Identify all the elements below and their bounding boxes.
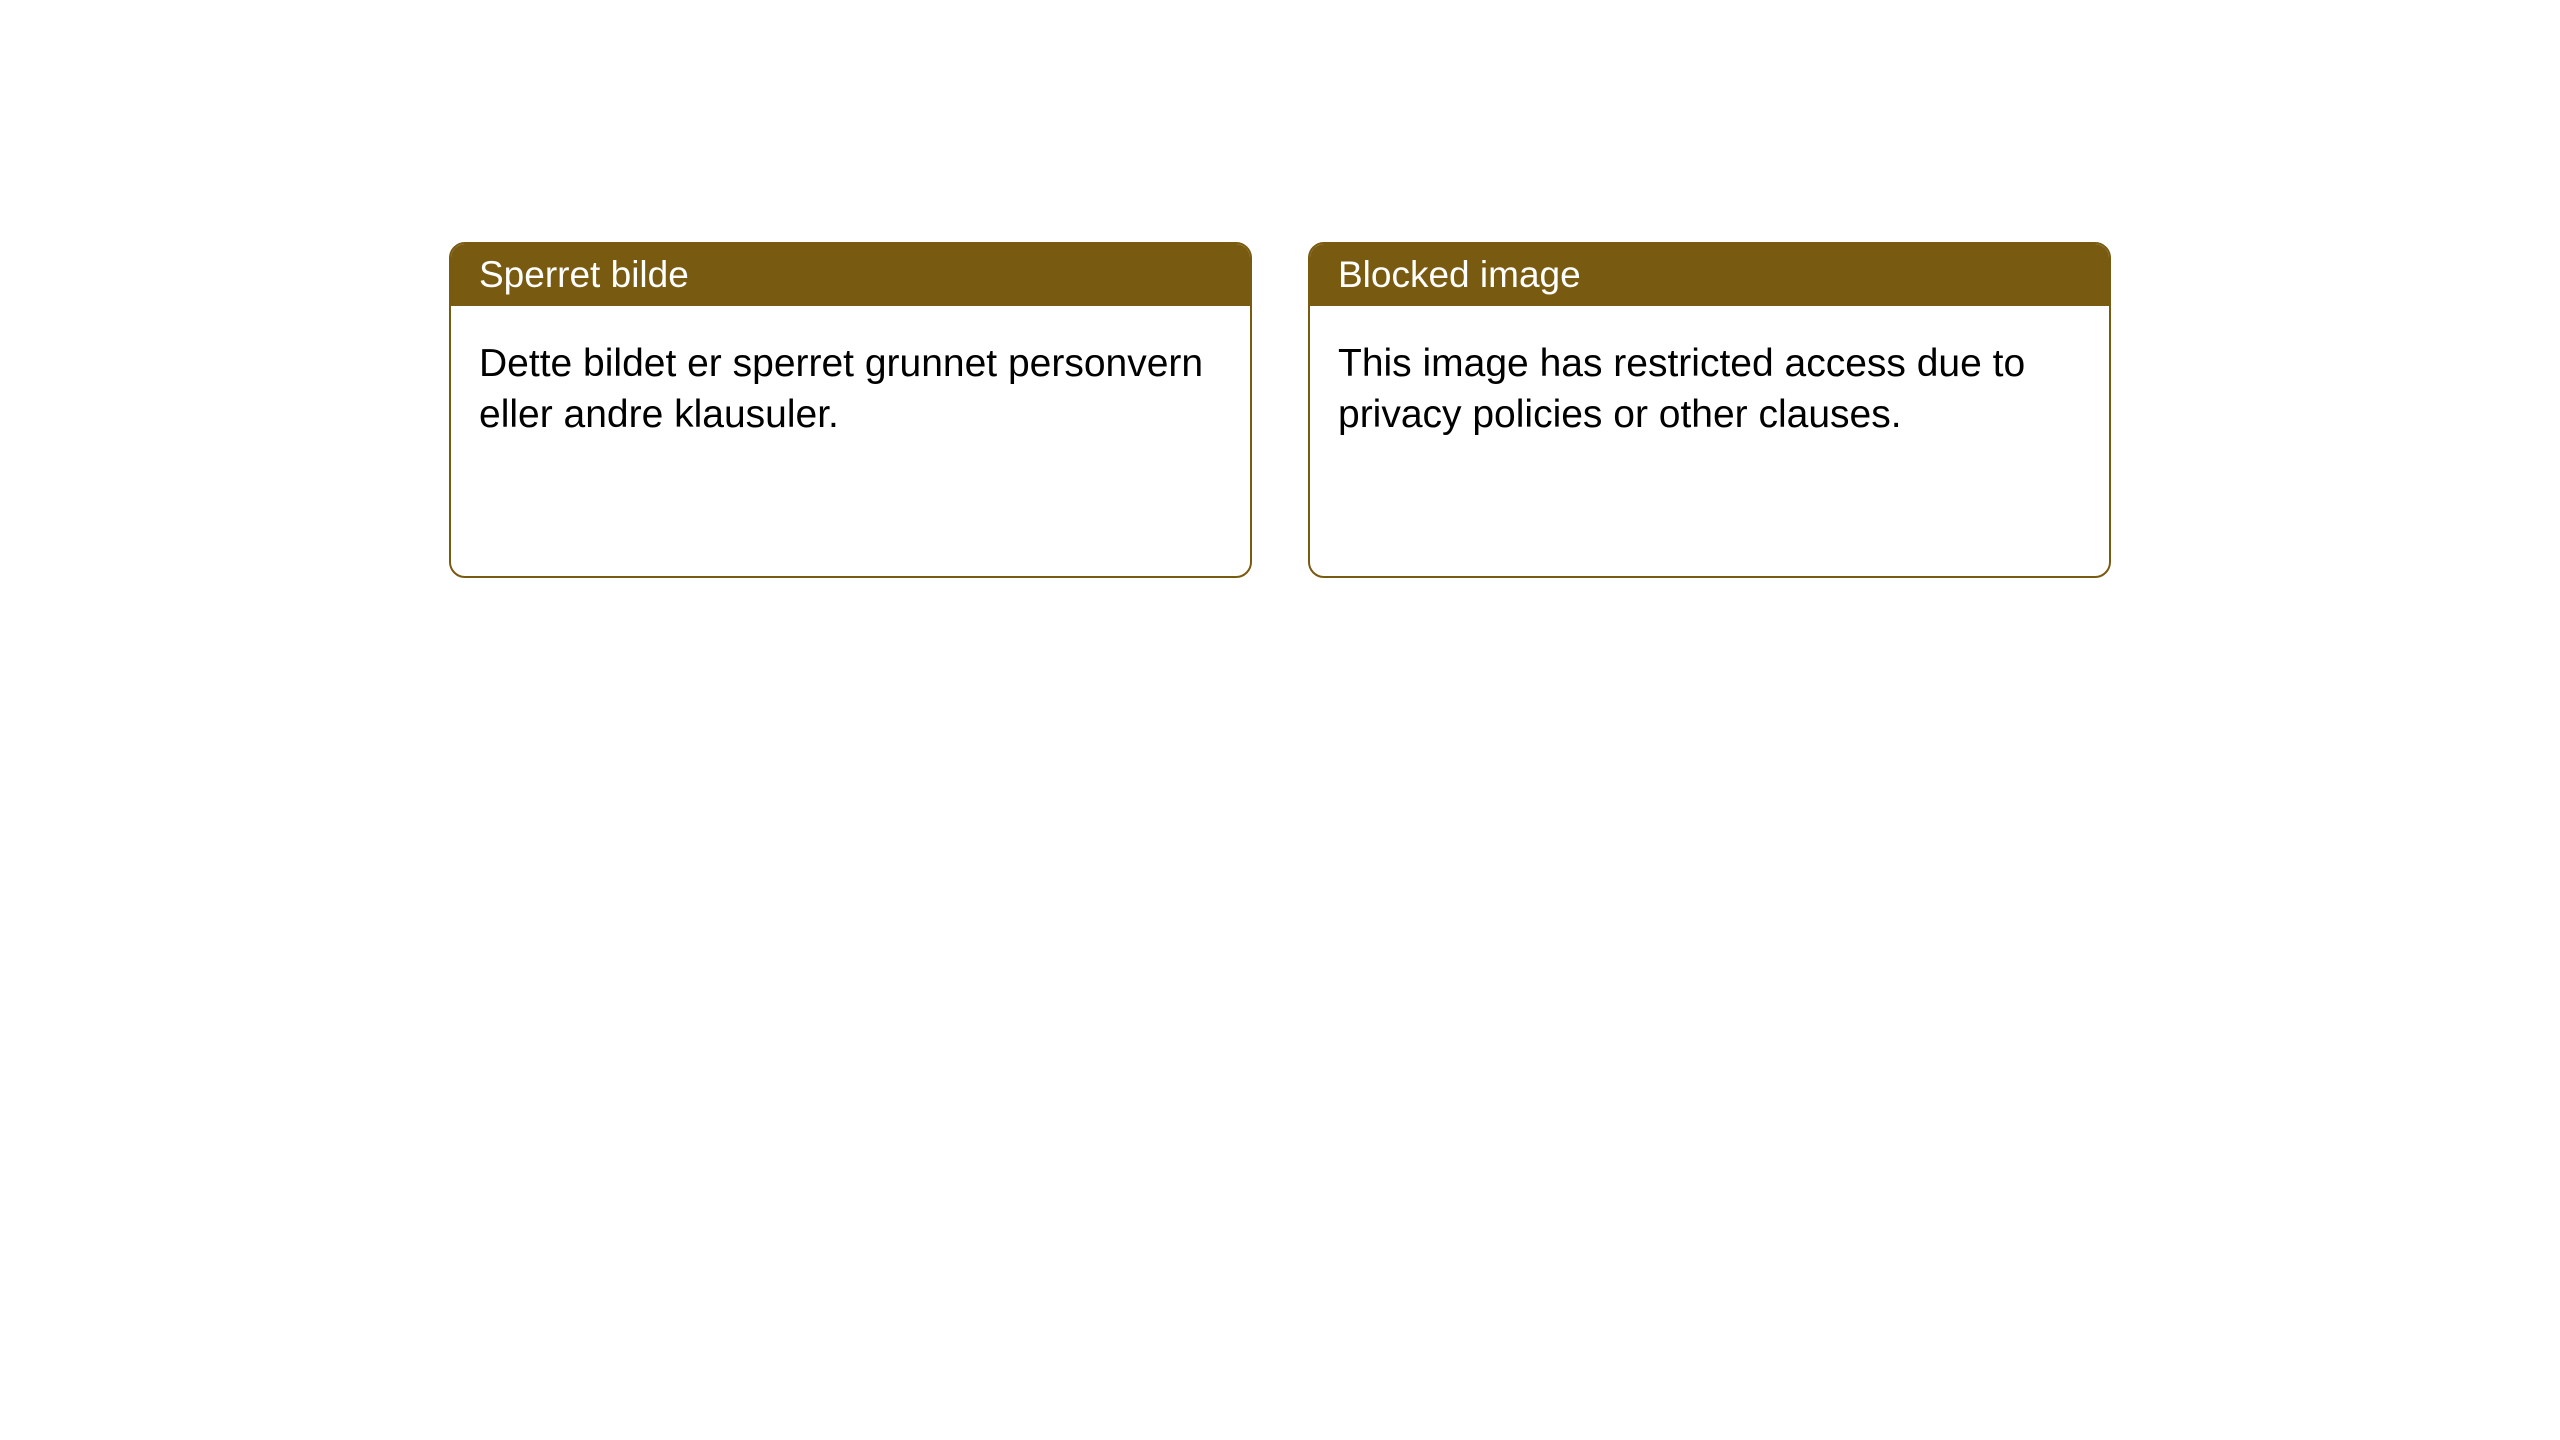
notice-header: Sperret bilde: [451, 244, 1250, 306]
notice-box-norwegian: Sperret bilde Dette bildet er sperret gr…: [449, 242, 1252, 578]
notice-box-english: Blocked image This image has restricted …: [1308, 242, 2111, 578]
notice-body: Dette bildet er sperret grunnet personve…: [451, 306, 1250, 473]
notice-title: Blocked image: [1338, 254, 1581, 295]
notice-body-text: Dette bildet er sperret grunnet personve…: [479, 342, 1203, 436]
notice-body-text: This image has restricted access due to …: [1338, 342, 2025, 436]
notice-title: Sperret bilde: [479, 254, 689, 295]
notice-container: Sperret bilde Dette bildet er sperret gr…: [0, 0, 2560, 578]
notice-header: Blocked image: [1310, 244, 2109, 306]
notice-body: This image has restricted access due to …: [1310, 306, 2109, 473]
